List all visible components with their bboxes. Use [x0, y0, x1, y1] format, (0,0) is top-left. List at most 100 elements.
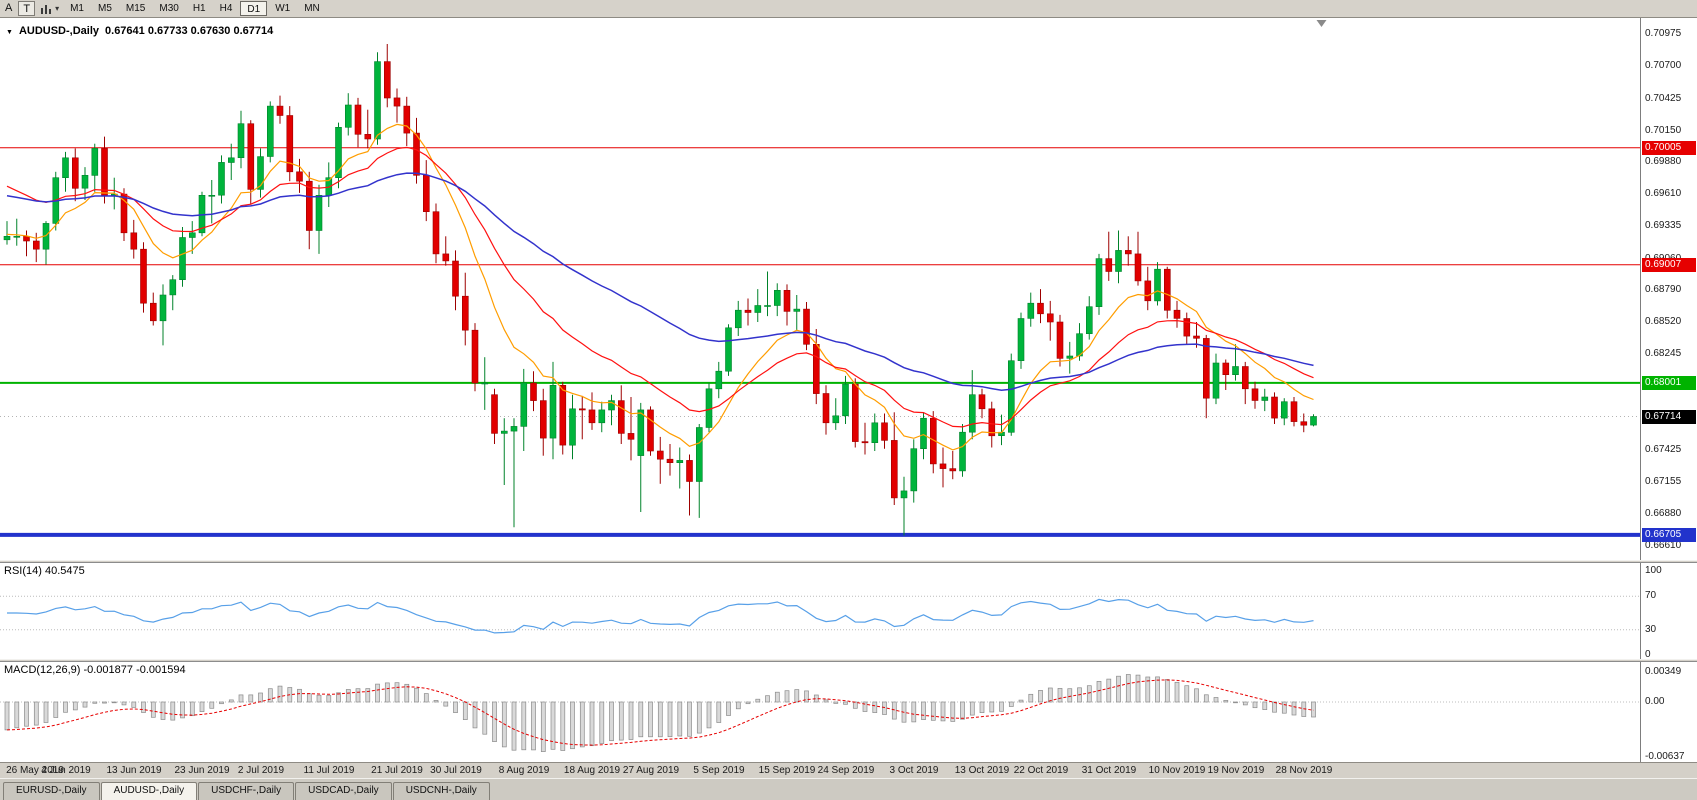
timeframe-button-w1[interactable]: W1	[275, 3, 291, 14]
rsi-axis[interactable]: 100 70 30 0	[1640, 563, 1697, 659]
chart-tab-usdchf[interactable]: USDCHF-,Daily	[198, 782, 295, 800]
macd-histogram-bar	[375, 683, 380, 703]
toolbar-button-a[interactable]: A	[5, 2, 13, 14]
macd-histogram-bar	[1125, 674, 1131, 703]
macd-histogram-bar	[33, 701, 39, 726]
candle-body	[1203, 338, 1210, 399]
candle-body	[1173, 309, 1181, 319]
candle-body	[276, 105, 284, 116]
candle-body	[62, 157, 69, 179]
chart-tab-eurusd[interactable]: EURUSD-,Daily	[3, 782, 100, 800]
macd-histogram-bar	[1252, 701, 1258, 709]
candlestick-chart[interactable]	[0, 18, 1640, 560]
candle-body	[1300, 421, 1308, 426]
candle-body	[101, 148, 108, 196]
panel-splitter[interactable]	[0, 560, 1697, 563]
candle-body	[988, 408, 996, 437]
macd-axis[interactable]: 0.00349 0.00 -0.00637	[1640, 662, 1697, 762]
chart-tab-audusd[interactable]: AUDUSD-,Daily	[100, 782, 198, 800]
macd-histogram-bar	[999, 701, 1004, 712]
macd-histogram-bar	[14, 701, 20, 729]
macd-histogram-bar	[755, 698, 761, 703]
rsi-tick: 0	[1645, 649, 1651, 659]
timeframe-button-h1[interactable]: H1	[192, 3, 206, 14]
macd-histogram-bar	[940, 701, 946, 722]
rsi-plot-area[interactable]: RSI(14) 40.5475	[0, 563, 1640, 659]
macd-histogram-bar	[1057, 688, 1063, 703]
macd-histogram-bar	[394, 682, 400, 703]
macd-histogram-bar	[248, 694, 254, 703]
chart-plot-area[interactable]: AUDUSD-,Daily 0.67641 0.67733 0.67630 0.…	[0, 18, 1640, 560]
macd-histogram-bar	[492, 701, 497, 742]
candle-body	[793, 308, 801, 312]
candle-body	[422, 175, 430, 213]
macd-signal-line	[6, 679, 1314, 746]
chart-shift-marker[interactable]	[1316, 20, 1327, 27]
macd-histogram-bar	[696, 701, 702, 734]
macd-histogram-bar	[1174, 681, 1180, 703]
macd-tick: 0.00	[1645, 696, 1665, 707]
panel-splitter[interactable]	[0, 659, 1697, 662]
chart-tab-usdcnh[interactable]: USDCNH-,Daily	[392, 782, 490, 800]
candle-body	[890, 440, 898, 499]
macd-histogram-bar	[599, 701, 605, 744]
macd-histogram-bar	[550, 701, 556, 750]
macd-histogram-bar	[960, 701, 965, 720]
candle-body	[881, 422, 888, 441]
price-tick: 0.68520	[1645, 316, 1682, 327]
toolbar-left-group: A T ▾	[0, 1, 63, 16]
candle-body	[364, 134, 372, 140]
macd-histogram-bar	[833, 701, 839, 704]
candle-body	[169, 279, 177, 296]
candle-body	[1115, 250, 1122, 272]
candle-body	[1183, 318, 1191, 337]
timeframe-button-m15[interactable]: M15	[125, 3, 146, 14]
candle-body	[150, 302, 157, 322]
candles	[3, 44, 1317, 536]
macd-histogram-bar	[609, 701, 614, 742]
candle-body	[228, 157, 235, 163]
price-axis[interactable]: 0.70975 0.70700 0.70425 0.70150 0.69880 0.696…	[1640, 18, 1697, 560]
macd-histogram-bar	[228, 699, 234, 703]
timeframe-button-mn[interactable]: MN	[304, 3, 320, 14]
date-label: 30 Jul 2019	[430, 765, 482, 776]
macd-histogram-bar	[24, 701, 29, 727]
macd-chart[interactable]	[0, 662, 1640, 762]
candle-body	[871, 422, 879, 443]
timeframe-button-m1[interactable]: M1	[70, 3, 84, 14]
timeframe-button-m30[interactable]: M30	[159, 3, 179, 14]
macd-histogram-bar	[716, 701, 722, 723]
time-axis[interactable]: 26 May 2019 4 Jun 2019 13 Jun 2019 23 Jun 2…	[0, 762, 1697, 778]
price-tick: 0.66610	[1645, 540, 1682, 551]
bar-chart-dropdown-icon[interactable]: ▾	[37, 1, 62, 16]
date-label: 27 Aug 2019	[622, 765, 680, 776]
candle-body	[81, 175, 89, 189]
candle-body	[598, 409, 606, 424]
price-tick: 0.70150	[1645, 125, 1682, 136]
candle-body	[1212, 362, 1220, 399]
chart-tab-usdcad[interactable]: USDCAD-,Daily	[295, 782, 392, 800]
macd-histogram-bar	[726, 701, 731, 716]
candle-body	[1261, 396, 1269, 401]
candle-body	[754, 305, 762, 313]
toolbar-button-t[interactable]: T	[18, 1, 36, 16]
date-label: 3 Oct 2019	[889, 765, 939, 776]
candle-body	[1007, 360, 1015, 433]
macd-plot-area[interactable]: MACD(12,26,9) -0.001877 -0.001594	[0, 662, 1640, 762]
timeframe-button-h4[interactable]: H4	[219, 3, 233, 14]
macd-histogram-bar	[1018, 699, 1024, 703]
date-label: 5 Sep 2019	[693, 765, 745, 776]
candle-body	[559, 384, 567, 446]
timeframe-button-d1[interactable]: D1	[240, 1, 268, 16]
macd-histogram-bar	[784, 690, 790, 703]
timeframe-button-m5[interactable]: M5	[98, 3, 112, 14]
macd-histogram-bar	[891, 701, 897, 720]
triangle-down-icon[interactable]	[6, 25, 13, 37]
macd-histogram-bar	[326, 695, 332, 703]
macd-histogram-bar	[540, 701, 546, 752]
rsi-chart[interactable]	[0, 563, 1640, 659]
macd-histogram-bar	[852, 701, 858, 709]
macd-histogram-bar	[53, 701, 59, 718]
candle-body	[764, 305, 771, 307]
macd-tick: -0.00637	[1645, 751, 1685, 762]
